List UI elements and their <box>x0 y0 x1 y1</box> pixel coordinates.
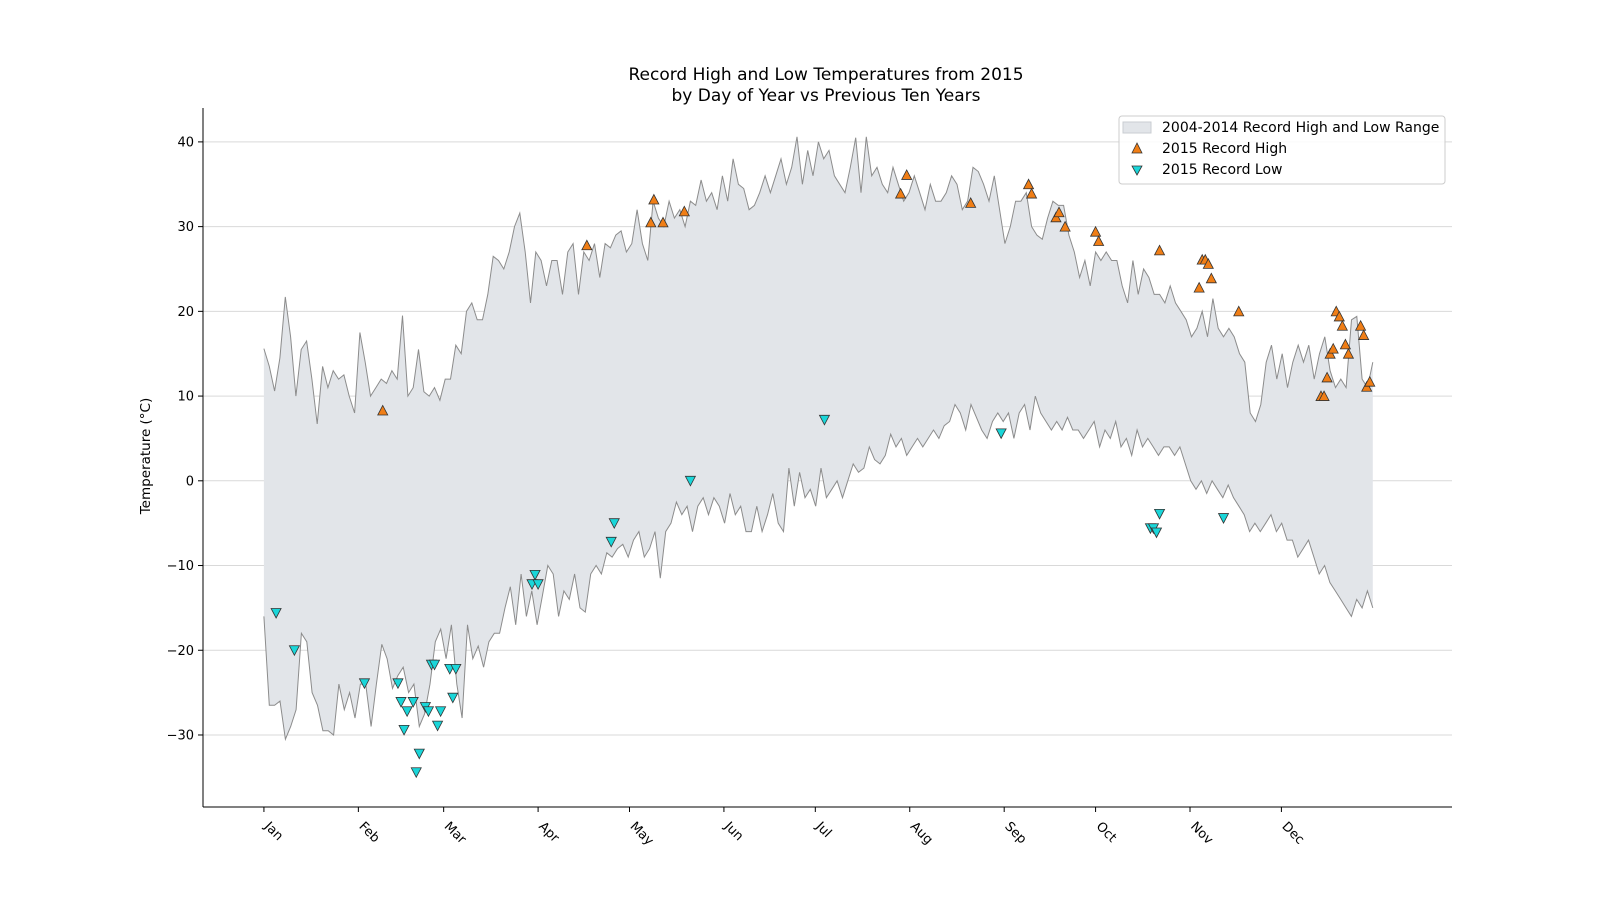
record-low-point <box>818 414 831 426</box>
record-high-point <box>1193 281 1205 293</box>
record-high-point <box>965 197 977 208</box>
x-tick-label: Nov <box>1187 819 1216 848</box>
y-tick-label: 10 <box>177 390 194 405</box>
record-high-markers <box>377 169 1376 416</box>
record-high-point <box>1059 220 1071 232</box>
record-high-point <box>1339 338 1352 350</box>
y-tick-label: 0 <box>186 474 194 489</box>
y-tick-label: 40 <box>177 135 194 150</box>
record-low-point <box>431 720 444 732</box>
record-high-point <box>1333 310 1345 322</box>
record-high-point <box>1342 347 1355 359</box>
record-low-point <box>413 748 425 760</box>
chart-title-line-2: by Day of Year vs Previous Ten Years <box>672 86 981 106</box>
x-tick-label: Aug <box>907 819 936 848</box>
record-high-point <box>1357 329 1370 340</box>
record-low-point <box>407 697 419 708</box>
record-high-point <box>894 187 907 199</box>
record-high-point <box>581 239 593 251</box>
legend-band-label: 2004-2014 Record High and Low Range <box>1162 120 1439 136</box>
legend-high-marker <box>1131 142 1143 154</box>
record-high-point <box>1089 225 1102 237</box>
legend-frame <box>1118 115 1446 185</box>
x-tick-label: Jun <box>720 819 746 845</box>
record-low-point <box>288 645 301 657</box>
x-tick-label: Dec <box>1279 819 1307 847</box>
y-axis-ticks: −30 −20 −10 0 10 20 30 40 <box>167 135 203 743</box>
record-low-point <box>1153 508 1166 520</box>
legend-high-label: 2015 Record High <box>1162 141 1287 157</box>
record-low-point <box>270 608 282 619</box>
record-high-point <box>901 169 913 180</box>
y-tick-label: −10 <box>167 559 194 574</box>
record-high-point <box>1354 319 1367 331</box>
record-high-point <box>1321 371 1333 383</box>
record-low-point <box>447 692 459 704</box>
x-tick-label: Feb <box>356 819 383 846</box>
x-tick-label: Jul <box>812 819 834 841</box>
record-low-line <box>263 395 1374 742</box>
record-high-point <box>377 404 389 416</box>
record-high-point <box>1153 244 1166 256</box>
record-high-point <box>1364 375 1376 387</box>
record-low-point <box>401 706 413 718</box>
record-low-point <box>608 518 620 530</box>
record-low-point <box>422 706 435 718</box>
record-low-point <box>532 579 544 591</box>
record-low-point <box>1150 527 1163 539</box>
record-low-point <box>450 663 462 675</box>
record-low-point <box>1217 513 1230 524</box>
record-low-point <box>995 428 1007 440</box>
record-high-point <box>1318 390 1330 401</box>
record-low-point <box>428 659 441 671</box>
y-tick-label: −30 <box>167 728 194 743</box>
x-tick-label: Sep <box>1001 819 1029 847</box>
record-high-point <box>1092 235 1105 246</box>
legend: 2004-2014 Record High and Low Range 2015… <box>1118 115 1446 185</box>
y-tick-label: 30 <box>177 220 194 235</box>
record-high-point <box>678 205 690 217</box>
record-high-point <box>1336 319 1348 331</box>
record-high-point <box>1327 342 1339 354</box>
record-low-point <box>529 569 541 581</box>
record-low-point <box>392 678 404 690</box>
y-tick-label: 20 <box>177 305 194 320</box>
y-tick-label: −20 <box>167 644 194 659</box>
record-low-point <box>410 767 422 779</box>
legend-low-marker <box>1131 165 1143 176</box>
record-low-point <box>395 697 407 708</box>
legend-low-label: 2015 Record Low <box>1162 162 1282 178</box>
record-high-point <box>1205 272 1218 284</box>
x-axis-ticks: Jan Feb Mar Apr May Jun Jul Aug Sep Oct Nov Dec <box>260 807 1307 849</box>
record-high-line <box>263 136 1374 425</box>
record-high-point <box>1233 305 1245 317</box>
record-low-markers <box>270 414 1230 779</box>
x-tick-label: Oct <box>1093 819 1120 846</box>
x-tick-label: Jan <box>260 819 285 844</box>
record-range-band <box>263 136 1373 740</box>
record-high-point <box>657 216 669 228</box>
x-tick-label: May <box>627 819 657 849</box>
record-high-point <box>1202 258 1214 269</box>
x-tick-label: Mar <box>441 819 469 847</box>
y-axis-label: Temperature (°C) <box>138 398 154 516</box>
record-high-point <box>1025 187 1038 199</box>
chart-title-line-1: Record High and Low Temperatures from 20… <box>628 65 1023 85</box>
record-high-point <box>1053 206 1065 218</box>
record-low-point <box>358 678 371 690</box>
record-high-point <box>1022 178 1035 190</box>
x-tick-label: Apr <box>535 819 562 846</box>
legend-band-swatch <box>1122 121 1152 134</box>
record-low-point <box>434 706 447 718</box>
record-low-point <box>605 536 617 548</box>
record-high-point <box>648 193 660 205</box>
record-low-point <box>684 475 697 487</box>
record-high-point <box>645 216 657 228</box>
record-low-point <box>398 724 410 736</box>
